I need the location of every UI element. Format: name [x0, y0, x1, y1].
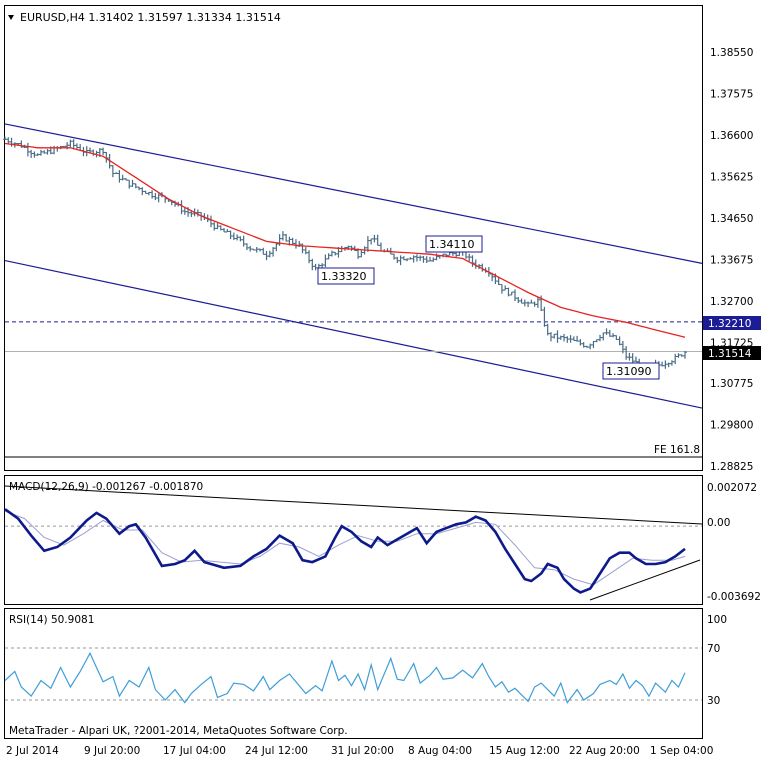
macd-panel: [4, 475, 703, 605]
price-tick: 1.33675: [710, 255, 753, 267]
macd-title: MACD(12,26,9) -0.001267 -0.001870: [9, 481, 203, 493]
rsi-tick: 70: [707, 643, 720, 655]
time-label: 2 Jul 2014: [6, 745, 59, 757]
price-tick: 1.28825: [710, 461, 753, 473]
annotation-label: 1.34110: [425, 235, 483, 253]
macd-tick: 0.00: [707, 517, 730, 529]
footer-credit: MetaTrader - Alpari UK, ?2001-2014, Meta…: [9, 725, 348, 737]
time-label: 8 Aug 04:00: [408, 745, 472, 757]
price-tick: 1.30775: [710, 378, 753, 390]
price-tick: 1.38550: [710, 47, 753, 59]
time-label: 15 Aug 12:00: [489, 745, 560, 757]
price-tick: 1.34650: [710, 213, 753, 225]
svg-text:1.34110: 1.34110: [429, 238, 475, 251]
macd-trendline-upper: [4, 485, 703, 525]
macd-main-line: [4, 508, 686, 594]
macd-trendline-lower: [589, 559, 701, 601]
collapse-arrow-icon[interactable]: [8, 15, 14, 20]
rsi-title: RSI(14) 50.9081: [9, 614, 94, 626]
macd-tick: 0.002072: [707, 482, 757, 494]
fe-label: FE 161.8: [654, 444, 700, 456]
price-panel: [4, 5, 703, 471]
price-tick: 1.37575: [710, 89, 753, 101]
svg-text:1.31514: 1.31514: [708, 348, 752, 360]
channel-upper-line: [4, 123, 703, 264]
svg-text:1.33320: 1.33320: [321, 270, 367, 283]
time-label: 31 Jul 20:00: [331, 745, 394, 757]
price-tick: 1.29800: [710, 419, 753, 431]
svg-text:1.31090: 1.31090: [606, 365, 652, 378]
channel-lower-line: [4, 260, 703, 409]
rsi-tick: 30: [707, 695, 720, 707]
price-tick: 1.36600: [710, 130, 753, 142]
rsi-panel: [4, 608, 703, 739]
rsi-tick: 100: [707, 614, 727, 626]
price-axis: 1.38550 1.37575 1.36600 1.35625 1.34650 …: [710, 47, 753, 473]
time-label: 22 Aug 20:00: [569, 745, 640, 757]
macd-signal-line: [4, 510, 686, 586]
time-label: 9 Jul 20:00: [84, 745, 140, 757]
annotation-label: 1.33320: [317, 267, 375, 285]
svg-text:1.32210: 1.32210: [708, 318, 751, 330]
price-tick: 1.35625: [710, 172, 753, 184]
last-price-label: 1.31514: [703, 346, 761, 360]
level-label: 1.32210: [703, 316, 761, 330]
macd-tick: -0.003692: [707, 591, 761, 603]
symbol-header: EURUSD,H4 1.31402 1.31597 1.31334 1.3151…: [20, 11, 281, 24]
annotation-label: 1.31090: [602, 362, 660, 380]
time-label: 24 Jul 12:00: [245, 745, 308, 757]
time-label: 17 Jul 04:00: [163, 745, 226, 757]
moving-average-line: [4, 142, 686, 338]
price-tick: 1.32700: [710, 296, 753, 308]
time-axis: 2 Jul 2014 9 Jul 20:00 17 Jul 04:00 24 J…: [6, 745, 713, 757]
time-label: 1 Sep 04:00: [650, 745, 713, 757]
rsi-line: [4, 651, 686, 704]
